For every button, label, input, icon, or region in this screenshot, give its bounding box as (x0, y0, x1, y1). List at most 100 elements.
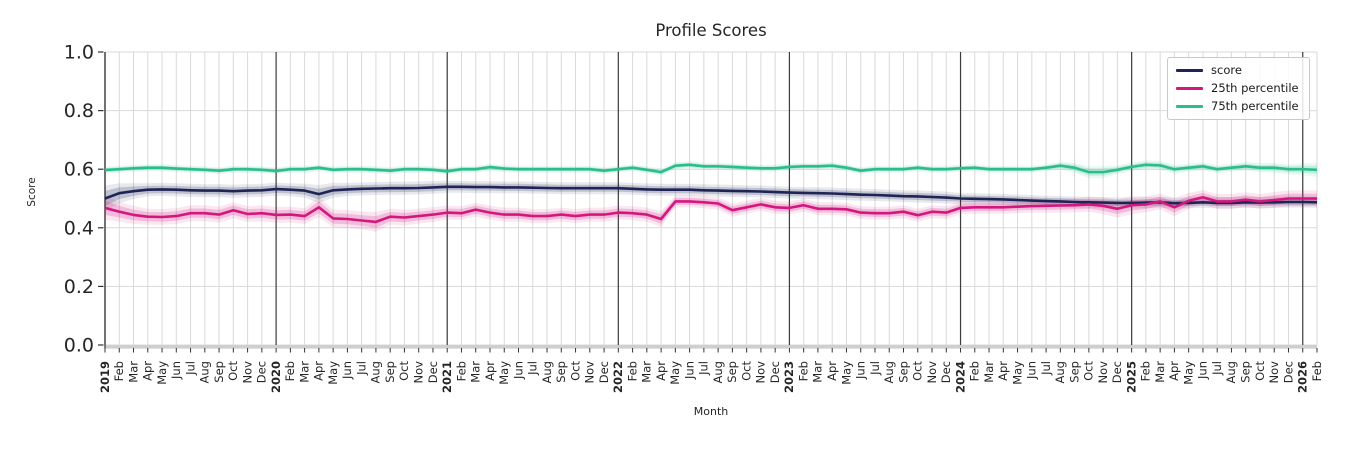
svg-text:Apr: Apr (996, 361, 1010, 381)
svg-text:2019: 2019 (98, 361, 112, 393)
legend-item-25th-percentile: 25th percentile (1176, 80, 1299, 96)
svg-text:Dec: Dec (768, 361, 782, 383)
svg-text:Oct: Oct (911, 361, 925, 381)
svg-text:Mar: Mar (126, 361, 140, 383)
svg-text:2021: 2021 (440, 361, 454, 393)
svg-text:Feb: Feb (797, 361, 811, 381)
svg-text:Jul: Jul (1210, 361, 1224, 376)
svg-text:Jul: Jul (355, 361, 369, 376)
svg-text:Feb: Feb (283, 361, 297, 381)
svg-text:0.0: 0.0 (64, 335, 94, 357)
svg-text:Jun: Jun (854, 361, 868, 380)
svg-text:Feb: Feb (112, 361, 126, 381)
svg-text:Jul: Jul (868, 361, 882, 376)
p75-line-swatch-icon (1176, 104, 1203, 108)
svg-text:Apr: Apr (483, 361, 497, 381)
svg-text:May: May (1010, 361, 1024, 385)
x-tick-labels: 2019 Feb Mar Apr May Jun Jul Aug Sep Oct Nov Dec 202… (98, 348, 1324, 393)
svg-text:Aug: Aug (540, 361, 554, 383)
svg-text:Aug: Aug (198, 361, 212, 383)
svg-text:Sep: Sep (383, 361, 397, 383)
svg-text:Jun: Jun (511, 361, 525, 380)
series-line-75th-percentile (104, 163, 1318, 174)
svg-text:Feb: Feb (625, 361, 639, 381)
svg-text:Sep: Sep (725, 361, 739, 383)
svg-text:Nov: Nov (1267, 361, 1281, 384)
svg-text:Feb: Feb (968, 361, 982, 381)
svg-text:Aug: Aug (882, 361, 896, 383)
svg-text:2020: 2020 (269, 361, 283, 393)
svg-text:Aug: Aug (711, 361, 725, 383)
svg-text:May: May (1182, 361, 1196, 385)
svg-text:Sep: Sep (212, 361, 226, 383)
legend-label-75th-percentile: 75th percentile (1211, 98, 1299, 113)
svg-text:0.2: 0.2 (64, 276, 94, 298)
x-axis-label: Month (693, 405, 729, 418)
svg-text:Jun: Jun (340, 361, 354, 380)
svg-text:Mar: Mar (1153, 361, 1167, 383)
svg-text:Oct: Oct (568, 361, 582, 381)
svg-text:Jul: Jul (183, 361, 197, 376)
svg-text:Aug: Aug (1224, 361, 1238, 383)
svg-text:Nov: Nov (925, 361, 939, 384)
svg-text:Feb: Feb (1310, 361, 1324, 381)
legend-label-25th-percentile: 25th percentile (1211, 80, 1299, 95)
svg-text:May: May (326, 361, 340, 385)
series-line-score (104, 185, 1318, 205)
svg-text:May: May (839, 361, 853, 385)
svg-text:Aug: Aug (369, 361, 383, 383)
ci-band (105, 192, 1317, 228)
svg-text:Oct: Oct (1253, 361, 1267, 381)
legend: score 25th percentile 75th percentile (1167, 57, 1310, 121)
svg-text:Mar: Mar (297, 361, 311, 383)
svg-text:Oct: Oct (397, 361, 411, 381)
svg-text:Mar: Mar (811, 361, 825, 383)
svg-text:May: May (668, 361, 682, 385)
ci-band (105, 160, 1317, 179)
svg-text:Sep: Sep (554, 361, 568, 383)
svg-text:Aug: Aug (1053, 361, 1067, 383)
legend-item-score: score (1176, 63, 1299, 78)
svg-text:Oct: Oct (739, 361, 753, 381)
svg-text:Feb: Feb (454, 361, 468, 381)
svg-text:May: May (155, 361, 169, 385)
svg-text:2026: 2026 (1296, 361, 1310, 393)
svg-text:Feb: Feb (1139, 361, 1153, 381)
svg-text:2023: 2023 (782, 361, 796, 393)
svg-text:2024: 2024 (953, 361, 967, 393)
svg-text:Jun: Jun (682, 361, 696, 380)
svg-text:0.8: 0.8 (64, 100, 94, 122)
svg-text:Jul: Jul (1039, 361, 1053, 376)
svg-text:Jun: Jun (1196, 361, 1210, 380)
svg-text:Nov: Nov (754, 361, 768, 384)
legend-item-75th-percentile: 75th percentile (1176, 98, 1299, 114)
svg-text:Jul: Jul (697, 361, 711, 376)
svg-text:Jul: Jul (526, 361, 540, 376)
series-line-25th-percentile (104, 196, 1317, 224)
svg-text:Dec: Dec (1281, 361, 1295, 383)
svg-text:Mar: Mar (469, 361, 483, 383)
svg-text:Jun: Jun (1025, 361, 1039, 380)
svg-text:Apr: Apr (312, 361, 326, 381)
svg-text:Nov: Nov (240, 361, 254, 384)
svg-text:Dec: Dec (1110, 361, 1124, 383)
svg-text:Nov: Nov (1096, 361, 1110, 384)
svg-text:Oct: Oct (226, 361, 240, 381)
y-tick-labels: 0.0 0.2 0.4 0.6 0.8 1.0 (64, 42, 104, 357)
chart-title: Profile Scores (655, 21, 767, 40)
svg-text:Mar: Mar (982, 361, 996, 383)
svg-text:Sep: Sep (1067, 361, 1081, 383)
svg-text:Dec: Dec (939, 361, 953, 383)
svg-text:Dec: Dec (597, 361, 611, 383)
svg-text:2022: 2022 (611, 361, 625, 393)
svg-text:2025: 2025 (1124, 361, 1138, 393)
svg-text:0.6: 0.6 (64, 159, 94, 181)
svg-text:1.0: 1.0 (64, 42, 94, 64)
svg-text:Apr: Apr (825, 361, 839, 381)
score-line-swatch-icon (1176, 69, 1203, 73)
svg-text:Apr: Apr (654, 361, 668, 381)
svg-text:Jun: Jun (169, 361, 183, 380)
p25-line-swatch-icon (1176, 87, 1203, 91)
